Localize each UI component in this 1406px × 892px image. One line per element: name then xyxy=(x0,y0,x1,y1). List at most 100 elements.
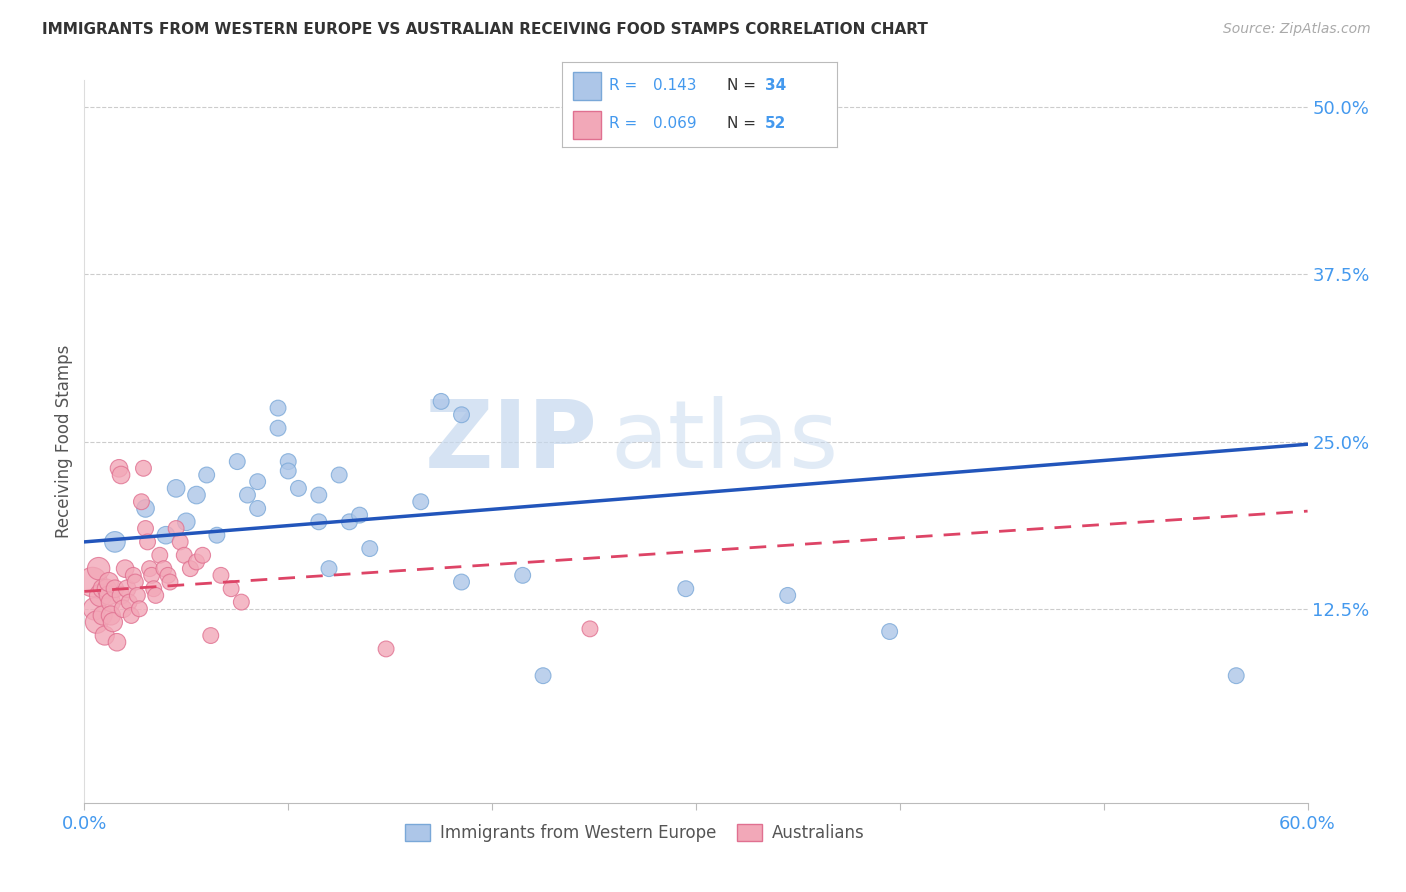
Point xyxy=(236,488,259,502)
Point xyxy=(1225,669,1247,683)
Text: N =: N = xyxy=(727,116,761,131)
Point xyxy=(339,515,361,529)
Point xyxy=(195,467,218,482)
Point xyxy=(124,575,146,590)
Point xyxy=(105,635,128,649)
Point xyxy=(91,582,114,596)
Point xyxy=(186,488,208,502)
Text: atlas: atlas xyxy=(610,395,838,488)
Point xyxy=(93,629,115,643)
Text: N =: N = xyxy=(727,78,761,94)
Point xyxy=(135,521,157,535)
Point xyxy=(430,394,453,409)
Point xyxy=(277,455,299,469)
Point xyxy=(267,421,290,435)
Point xyxy=(409,494,432,508)
Point xyxy=(359,541,381,556)
Point xyxy=(128,602,150,616)
Point xyxy=(318,562,340,576)
Point xyxy=(226,455,249,469)
Point xyxy=(349,508,371,523)
Point xyxy=(101,615,124,630)
Text: 34: 34 xyxy=(765,78,786,94)
Point xyxy=(879,624,901,639)
Point xyxy=(579,622,602,636)
Legend: Immigrants from Western Europe, Australians: Immigrants from Western Europe, Australi… xyxy=(398,817,872,848)
Point xyxy=(776,589,799,603)
Text: 0.143: 0.143 xyxy=(652,78,696,94)
Point xyxy=(159,575,181,590)
Point xyxy=(450,575,472,590)
Point xyxy=(308,488,330,502)
Text: R =: R = xyxy=(609,116,647,131)
Point xyxy=(91,608,114,623)
Point xyxy=(675,582,697,596)
Point xyxy=(308,515,330,529)
Point xyxy=(173,548,195,563)
Point xyxy=(155,528,177,542)
Text: IMMIGRANTS FROM WESTERN EUROPE VS AUSTRALIAN RECEIVING FOOD STAMPS CORRELATION C: IMMIGRANTS FROM WESTERN EUROPE VS AUSTRA… xyxy=(42,22,928,37)
Point xyxy=(90,589,112,603)
Point xyxy=(165,482,187,496)
Point xyxy=(328,467,350,482)
Point xyxy=(100,595,122,609)
Point xyxy=(191,548,214,563)
Point xyxy=(141,568,163,582)
Point xyxy=(87,562,110,576)
Point xyxy=(83,602,105,616)
Point xyxy=(112,602,135,616)
Point xyxy=(149,548,172,563)
Point xyxy=(200,629,222,643)
Point xyxy=(209,568,232,582)
Point xyxy=(186,555,208,569)
Point xyxy=(231,595,253,609)
Point xyxy=(142,582,165,596)
Text: 52: 52 xyxy=(765,116,787,131)
Point xyxy=(108,461,131,475)
Point xyxy=(153,562,176,576)
Point xyxy=(114,562,136,576)
Point xyxy=(104,535,127,549)
Point xyxy=(86,615,108,630)
Point xyxy=(135,501,157,516)
Point xyxy=(122,568,145,582)
Point xyxy=(136,535,159,549)
Point xyxy=(375,642,398,657)
Point xyxy=(246,475,269,489)
Point xyxy=(131,494,153,508)
Point xyxy=(110,467,132,482)
Point xyxy=(100,608,122,623)
Point xyxy=(120,608,142,623)
Point xyxy=(205,528,228,542)
Point xyxy=(115,582,138,596)
Point xyxy=(277,464,299,478)
Point xyxy=(219,582,242,596)
Point xyxy=(267,401,290,416)
Bar xyxy=(574,71,600,100)
Point xyxy=(145,589,167,603)
Point xyxy=(512,568,534,582)
Point xyxy=(138,562,160,576)
Point xyxy=(169,535,191,549)
Point xyxy=(82,575,104,590)
Point xyxy=(97,589,120,603)
Bar xyxy=(574,111,600,139)
Text: 0.069: 0.069 xyxy=(652,116,696,131)
Point xyxy=(450,408,472,422)
Text: R =: R = xyxy=(609,78,647,94)
Point xyxy=(132,461,155,475)
Y-axis label: Receiving Food Stamps: Receiving Food Stamps xyxy=(55,345,73,538)
Point xyxy=(118,595,141,609)
Point xyxy=(97,575,120,590)
Point xyxy=(287,482,309,496)
Point xyxy=(174,515,197,529)
Point xyxy=(531,669,554,683)
Text: Source: ZipAtlas.com: Source: ZipAtlas.com xyxy=(1223,22,1371,37)
Text: ZIP: ZIP xyxy=(425,395,598,488)
Point xyxy=(246,501,269,516)
Point xyxy=(179,562,201,576)
Point xyxy=(165,521,187,535)
Point xyxy=(110,589,132,603)
Point xyxy=(127,589,149,603)
Point xyxy=(96,582,118,596)
